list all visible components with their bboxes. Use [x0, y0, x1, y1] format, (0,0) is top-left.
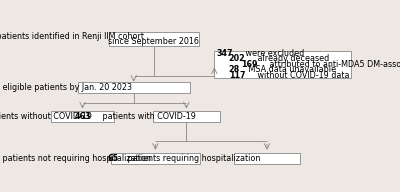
- Text: patients with COVID-19: patients with COVID-19: [100, 113, 196, 121]
- Text: were excluded: were excluded: [243, 49, 304, 58]
- Text: eligible patients by Jan. 20 2023: eligible patients by Jan. 20 2023: [0, 83, 132, 92]
- Text: patients requiring hospitalization: patients requiring hospitalization: [124, 154, 260, 163]
- Text: patients identified in Renji IIM cohort: patients identified in Renji IIM cohort: [0, 31, 144, 41]
- Text: since September 2016: since September 2016: [108, 37, 199, 46]
- Bar: [234, 153, 300, 164]
- Text: MSA data unavailable: MSA data unavailable: [246, 65, 336, 74]
- Text: without COVID-19 data: without COVID-19 data: [255, 71, 349, 80]
- Text: 202: 202: [229, 55, 246, 64]
- Bar: [111, 153, 200, 164]
- Text: patients not requiring hospitalization: patients not requiring hospitalization: [0, 154, 151, 163]
- Text: 28: 28: [229, 65, 240, 74]
- Text: 347: 347: [217, 49, 233, 58]
- Bar: [109, 31, 199, 46]
- Text: attributed to anti-MDA5 DM-associated RPILD: attributed to anti-MDA5 DM-associated RP…: [267, 60, 400, 69]
- Text: patients without COVID-19: patients without COVID-19: [0, 113, 92, 121]
- Text: 169: 169: [241, 60, 258, 69]
- Bar: [78, 82, 190, 93]
- Text: 463: 463: [74, 113, 91, 121]
- Bar: [153, 111, 220, 122]
- Text: 65: 65: [107, 154, 118, 163]
- Text: 117: 117: [229, 71, 245, 80]
- Text: already deceased: already deceased: [255, 55, 329, 64]
- Bar: [214, 51, 351, 78]
- Bar: [51, 111, 114, 122]
